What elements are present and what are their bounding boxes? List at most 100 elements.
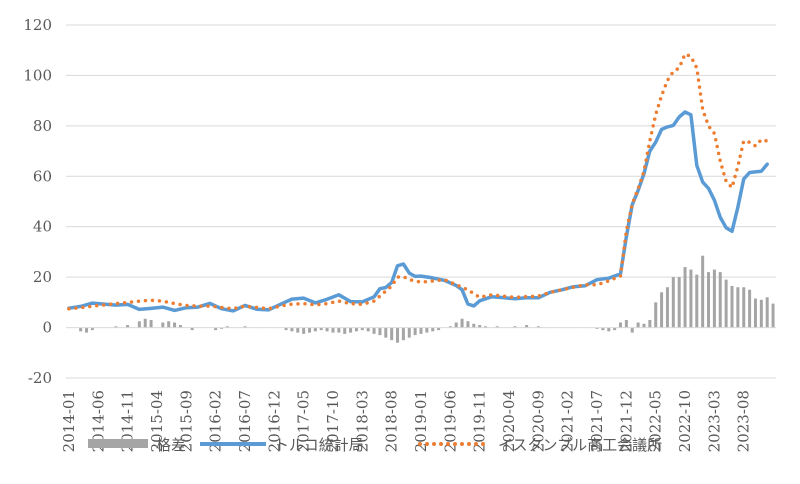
bar [360,327,364,331]
y-tick-label: 80 [33,117,52,135]
x-tick-label: 2018-08 [383,390,401,452]
bar [695,274,699,328]
bar [712,269,716,328]
bar [178,325,182,328]
bar [525,325,529,328]
y-tick-label: 0 [42,319,52,337]
bar [460,318,464,328]
bar [513,326,517,328]
x-tick-label: 2022-10 [676,390,694,452]
bar [137,321,141,328]
bar [296,327,300,333]
legend-label-イスタンブル商工会議所: イスタンブル商工会議所 [498,436,662,454]
x-tick-label: 2016-02 [207,390,225,452]
x-tick-label: 2021-12 [617,390,635,452]
x-tick-label: 2016-12 [265,390,283,452]
bar [126,325,130,328]
bar [308,327,312,333]
bar [161,322,165,328]
legend-swatch-格差 [88,439,148,448]
legend-label-格差: 格差 [156,436,186,454]
bar [378,327,382,336]
bar [707,272,711,328]
bar [671,277,675,328]
x-tick-label: 2019-06 [441,390,459,452]
bar [648,320,652,328]
legend-label-トルコ統計局: トルコ統計局 [274,436,364,454]
bar [660,292,664,328]
bar [354,327,358,332]
x-tick-label: 2020-04 [500,390,518,452]
x-tick-label: 2020-09 [529,390,547,452]
bar [724,279,728,328]
x-tick-label: 2022-05 [647,390,665,452]
x-tick-label: 2017-10 [324,390,342,452]
y-tick-label: 20 [33,268,52,286]
bar [366,327,370,332]
legend: 格差 トルコ統計局 イスタンブル商工会議所 [88,436,662,454]
x-tick-label: 2023-08 [735,390,753,452]
y-tick-label: 40 [33,218,52,236]
bar [337,327,341,333]
bar [396,327,400,343]
bar [753,298,757,328]
bar [85,327,89,333]
bar [607,327,611,332]
y-tick-label: 100 [23,66,52,84]
bar [90,327,94,331]
bar [384,327,388,338]
bar [431,327,435,332]
bar [413,327,417,336]
y-tick-label: -20 [28,369,52,387]
bar [349,327,353,333]
bar [613,327,617,331]
bar [742,287,746,328]
bar [478,325,482,328]
bar [454,322,458,328]
bar [407,327,411,338]
bar [630,327,634,333]
x-tick-label: 2016-07 [236,390,254,452]
x-tick-label: 2021-07 [588,390,606,452]
bar [677,277,681,328]
series-line-トルコ統計局 [67,110,769,313]
bar [219,327,223,329]
bar [425,327,429,333]
x-tick-label: 2019-11 [471,390,489,452]
bar [472,323,476,328]
bar [771,303,775,328]
x-tick-label: 2021-02 [559,390,577,452]
bar [536,326,540,328]
bar [284,327,288,331]
bar [495,326,499,328]
bar [401,327,405,341]
x-tick-label: 2014-01 [60,390,78,452]
bar [343,327,347,334]
bar [665,287,669,328]
bar [718,272,722,328]
x-tick-label: 2017-05 [295,390,313,452]
x-tick-label: 2015-09 [177,390,195,452]
x-axis-tick-labels: 2014-01 2014-06 2014-11 2015-04 2015-09 2016-… [60,390,753,452]
bar [765,297,769,328]
bar [683,267,687,328]
bar [701,255,705,328]
x-tick-label: 2014-11 [119,390,137,452]
x-tick-label: 2015-04 [148,390,166,452]
bar [748,289,752,328]
y-tick-label: 60 [33,167,52,185]
bar [79,327,83,332]
bar [448,326,452,328]
bar [390,327,394,341]
bar [167,321,171,328]
bar [290,327,294,332]
bar [419,327,423,334]
bar [642,323,646,328]
bar [636,322,640,328]
y-tick-label: 120 [23,16,52,34]
bar [243,326,247,328]
bar [325,327,329,332]
gridlines [66,24,776,379]
